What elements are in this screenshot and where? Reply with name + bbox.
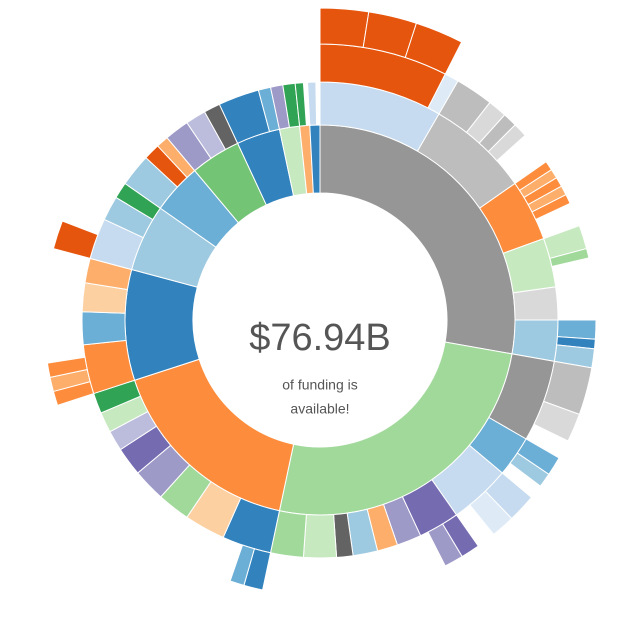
arc-segment: [294, 82, 307, 127]
arc-segment: [509, 452, 550, 487]
caption-line: available!: [290, 401, 349, 417]
total-label: $76.94B: [249, 317, 391, 359]
arcs: [46, 7, 597, 591]
arc-segment: [487, 124, 526, 162]
arc-segment: [533, 400, 580, 442]
arc-segment: [307, 81, 318, 126]
arc-segment: [319, 7, 370, 48]
arc-segment: [46, 356, 88, 378]
caption-line: of funding is: [282, 377, 358, 393]
arc-segment: [52, 220, 99, 260]
arc-segment: [427, 523, 463, 567]
arc-segment: [81, 311, 127, 346]
arc-segment: [512, 286, 559, 321]
arc-segment: [549, 247, 590, 268]
arc-segment: [302, 513, 338, 559]
arc-segment: [556, 319, 597, 340]
arc-segment: [531, 194, 571, 221]
arc-segment: [229, 544, 256, 586]
arc-segment: [469, 490, 513, 536]
